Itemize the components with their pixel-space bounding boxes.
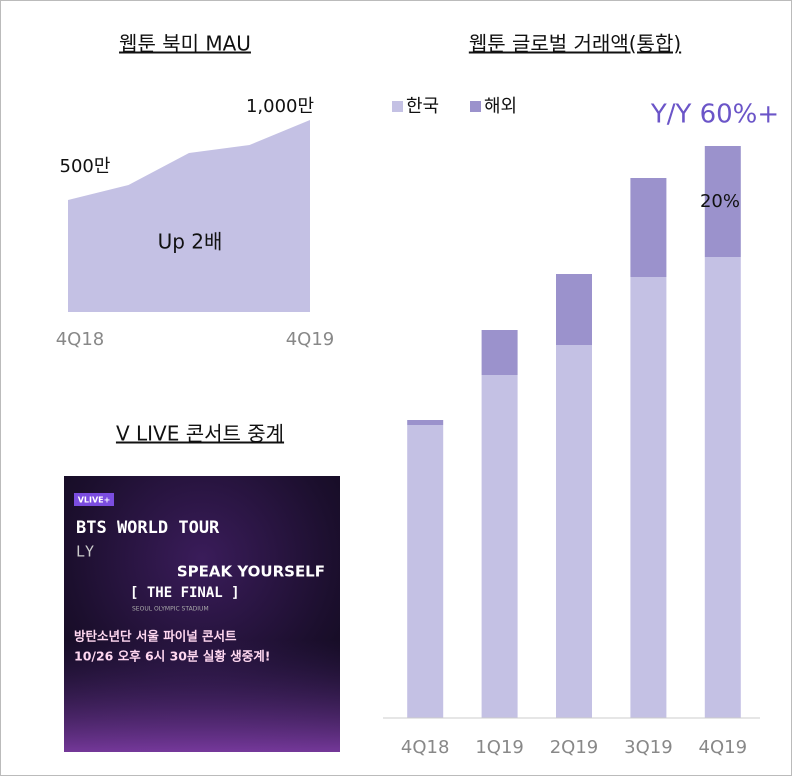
legend-swatch: [470, 101, 481, 112]
poster-text: SEOUL OLYMPIC STADIUM: [132, 606, 209, 613]
chart-title: 웹툰 북미 MAU: [119, 32, 251, 56]
bar-segment: [630, 178, 666, 277]
slide: 웹툰 글로벌 거래액(통합) 웹툰 북미 MAU V LIVE 콘서트 중계 V…: [0, 0, 792, 776]
x-tick-label: 4Q18: [56, 329, 105, 350]
x-tick-label: 4Q19: [286, 329, 335, 350]
poster-text: SPEAK YOURSELF: [177, 563, 325, 581]
bar-segment: [630, 277, 666, 718]
x-tick-label: 2Q19: [550, 737, 599, 758]
legend-label: 한국: [406, 96, 439, 117]
annotation: Y/Y 60%+: [650, 100, 779, 130]
annotation: Up 2배: [158, 230, 223, 254]
bar-segment: [482, 375, 518, 718]
poster-text: BTS WORLD TOUR: [76, 518, 220, 538]
section-title: V LIVE 콘서트 중계: [116, 422, 284, 446]
poster-text: 방탄소년단 서울 파이널 콘서트: [74, 629, 237, 644]
chart-title: 웹툰 글로벌 거래액(통합): [469, 32, 681, 56]
bar-segment: [407, 425, 443, 718]
annotation: 500만: [60, 156, 111, 177]
bar-segment: [482, 330, 518, 375]
x-tick-label: 4Q19: [699, 737, 748, 758]
annotation: 1,000만: [246, 96, 314, 117]
x-tick-label: 3Q19: [624, 737, 673, 758]
bar-segment: [407, 420, 443, 425]
legend-label: 해외: [484, 96, 517, 117]
poster-text: [ THE FINAL ]: [130, 585, 240, 601]
bar-segment: [705, 257, 741, 718]
x-tick-label: 4Q18: [401, 737, 450, 758]
x-tick-label: 1Q19: [475, 737, 524, 758]
bar-segment: [556, 274, 592, 345]
annotation: 20%: [700, 191, 740, 212]
badge: VLIVE+: [78, 496, 111, 505]
poster-text: LY: [76, 543, 94, 561]
bar-segment: [556, 345, 592, 718]
poster-text: 10/26 오후 6시 30분 실황 생중계!: [74, 649, 270, 664]
legend-swatch: [392, 101, 403, 112]
poster: VLIVE+ BTS WORLD TOUR LY SPEAK YOURSELF …: [64, 476, 340, 752]
